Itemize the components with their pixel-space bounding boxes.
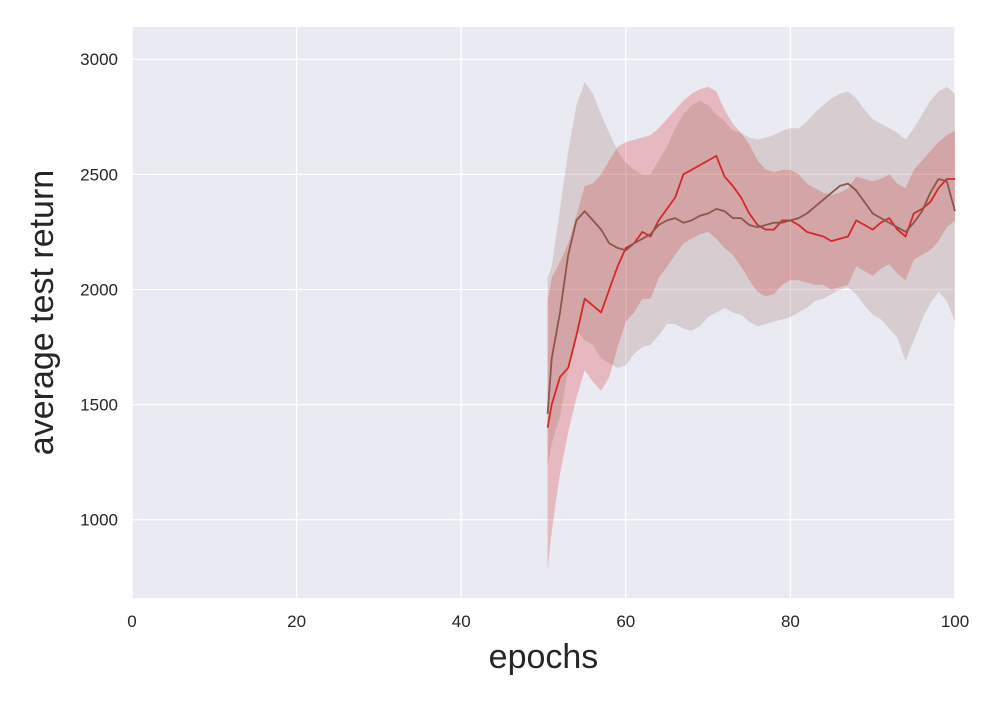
y-tick-label: 1500 xyxy=(80,396,118,415)
grid-lines xyxy=(131,27,956,598)
x-tick-label: 0 xyxy=(127,612,136,631)
x-tick-label: 80 xyxy=(781,612,800,631)
series-1-line xyxy=(546,155,955,428)
confidence-bands xyxy=(547,82,955,571)
x-tick-label: 100 xyxy=(941,612,969,631)
series-2-band xyxy=(547,82,955,467)
y-axis-label: average test return xyxy=(23,170,61,455)
x-axis-label: epochs xyxy=(489,638,599,676)
y-tick-label: 2000 xyxy=(80,280,118,299)
y-tick-label: 1000 xyxy=(80,511,118,530)
series-lines xyxy=(546,155,956,428)
y-tick-labels: 1000 1500 2000 2500 3000 xyxy=(80,50,118,529)
x-tick-label: 40 xyxy=(452,612,471,631)
series-1-band xyxy=(547,86,955,571)
x-tick-label: 60 xyxy=(616,612,635,631)
x-tick-label: 20 xyxy=(287,612,306,631)
x-tick-labels: 0 20 40 60 80 100 xyxy=(127,612,969,631)
y-tick-label: 2500 xyxy=(80,165,118,184)
y-tick-label: 3000 xyxy=(80,50,118,69)
series-2-line xyxy=(546,178,956,414)
plot-area xyxy=(132,27,955,598)
